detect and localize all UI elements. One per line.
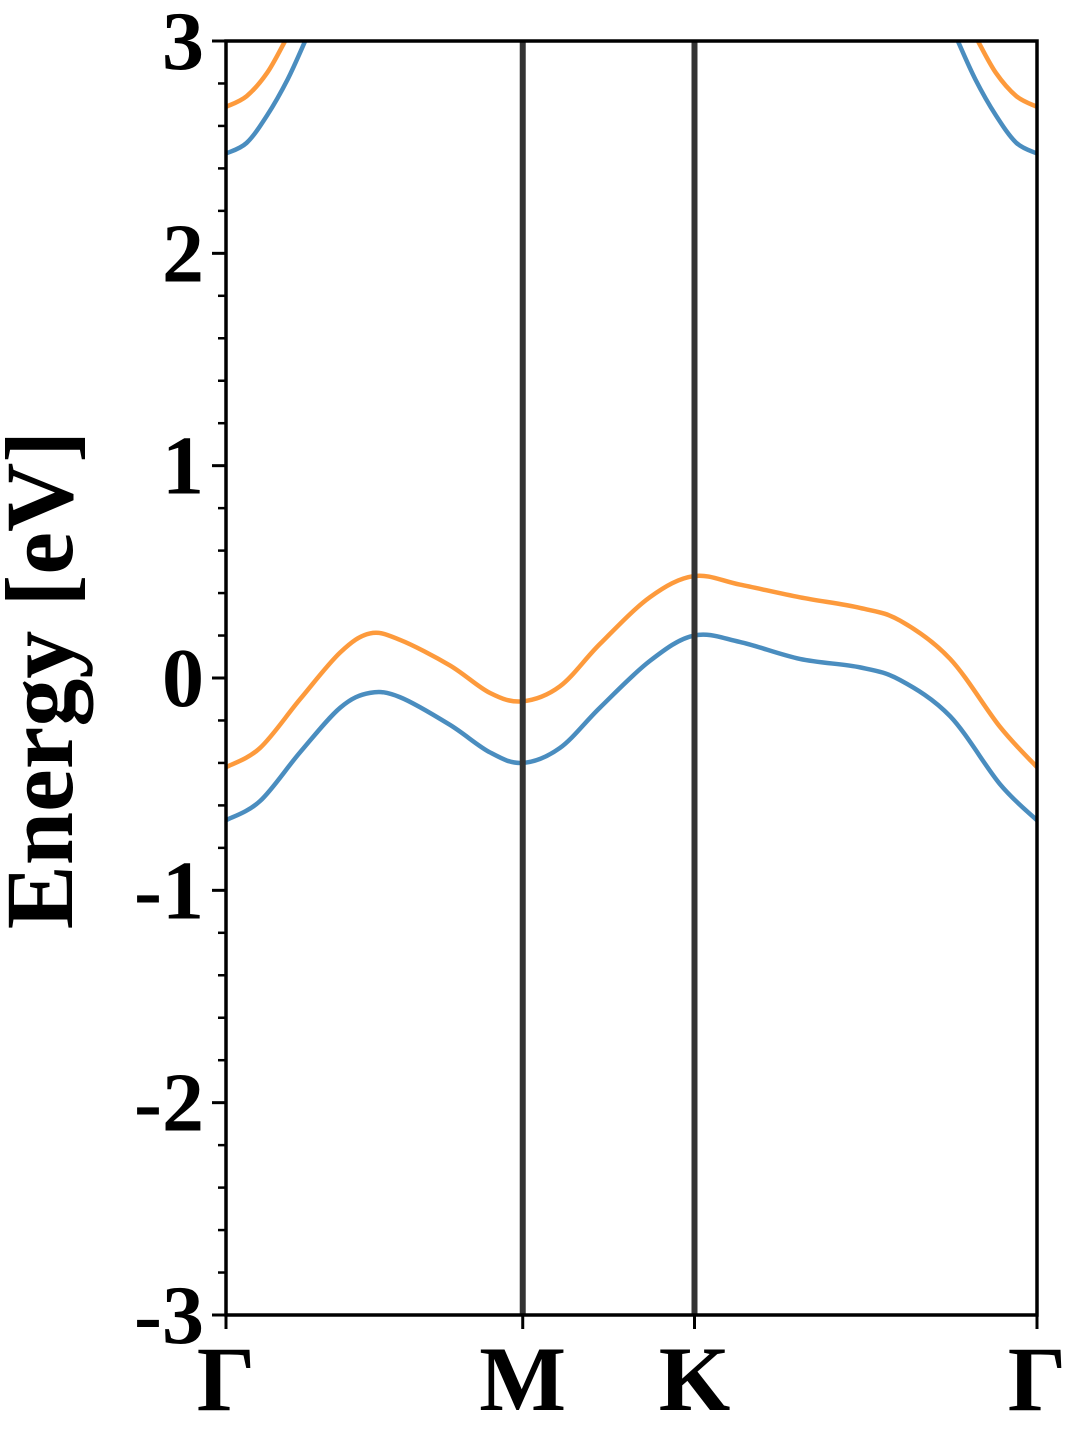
y-axis-label: Energy [eV] [0, 431, 93, 930]
y-tick-label: -2 [134, 1057, 204, 1150]
x-tick-label: K [659, 1328, 731, 1430]
y-tick-label: 2 [162, 207, 204, 300]
x-tick-label: Γ [197, 1328, 256, 1430]
y-tick-label: 0 [162, 632, 204, 725]
band-line [226, 632, 1037, 823]
band-line [226, 41, 1037, 109]
y-tick-label: -1 [134, 844, 204, 937]
y-tick-label: -3 [134, 1269, 204, 1362]
band-line [226, 41, 1037, 156]
y-tick-label: 1 [162, 420, 204, 513]
y-tick-label: 3 [162, 0, 204, 88]
band-line [226, 573, 1037, 770]
x-tick-label: Γ [1008, 1328, 1067, 1430]
plot-lines [226, 41, 1037, 823]
x-tick-label: M [479, 1328, 566, 1430]
